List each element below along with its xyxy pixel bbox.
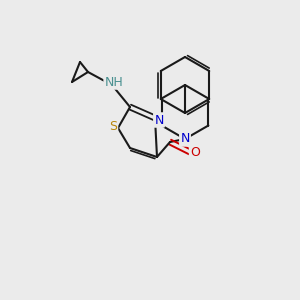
Text: S: S <box>109 119 117 133</box>
Text: O: O <box>190 146 200 158</box>
Text: N: N <box>180 133 190 146</box>
Text: N: N <box>154 113 164 127</box>
Text: NH: NH <box>105 76 123 88</box>
